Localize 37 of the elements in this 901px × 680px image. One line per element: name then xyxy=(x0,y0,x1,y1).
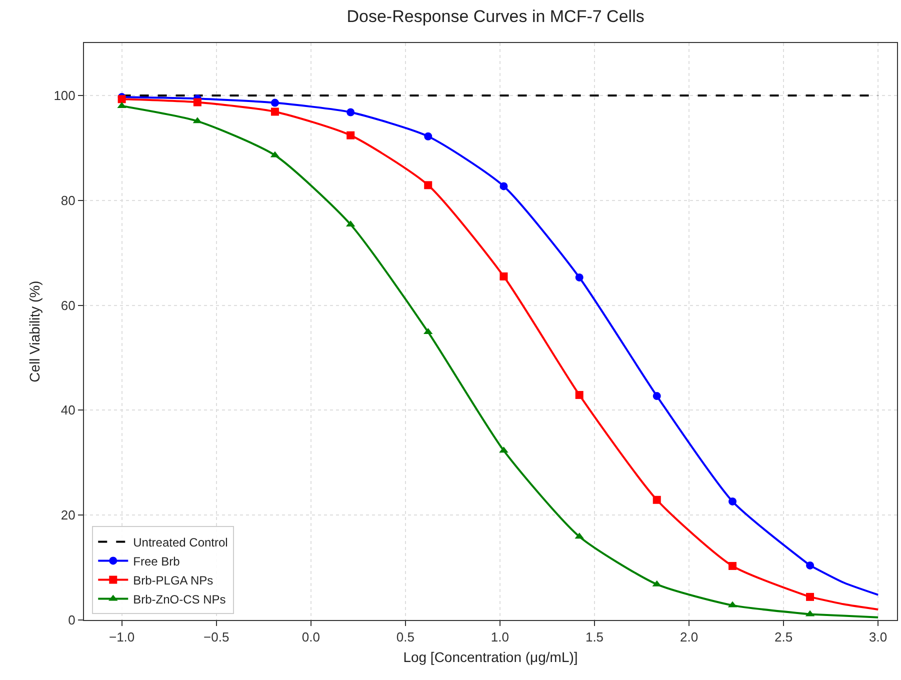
y-tick-label: 0 xyxy=(68,612,76,628)
point xyxy=(346,108,355,116)
x-tick-label: 0.0 xyxy=(302,630,320,645)
point xyxy=(728,562,737,570)
y-tick-label: 20 xyxy=(60,508,76,523)
legend-label: Untreated Control xyxy=(133,535,228,550)
x-tick-label: 2.5 xyxy=(774,630,793,645)
point xyxy=(270,98,279,107)
point xyxy=(346,131,355,140)
y-tick-label: 100 xyxy=(54,88,76,103)
point xyxy=(575,273,584,282)
point xyxy=(270,108,279,116)
y-axis-title: Cell Viability (%) xyxy=(26,280,42,382)
legend-label: Brb-ZnO-CS NPs xyxy=(133,592,226,606)
x-axis-title: Log [Concentration (μg/mL)] xyxy=(403,648,578,665)
point xyxy=(652,392,661,400)
point xyxy=(424,181,432,190)
legend-label: Brb-PLGA NPs xyxy=(133,573,214,588)
legend-label: Free Brb xyxy=(133,554,180,568)
point xyxy=(728,497,737,506)
x-tick-label: 2.0 xyxy=(680,630,698,645)
x-tick-label: 3.0 xyxy=(869,630,888,645)
x-tick-label: 1.0 xyxy=(490,630,509,645)
point xyxy=(193,98,202,106)
y-tick-label: 40 xyxy=(60,402,76,418)
y-tick-label: 80 xyxy=(60,192,76,208)
point xyxy=(500,182,508,190)
x-tick-label: −1.0 xyxy=(108,630,135,645)
chart-title: Dose-Response Curves in MCF-7 Cells xyxy=(346,7,644,26)
point xyxy=(500,272,508,280)
x-tick-label: −0.5 xyxy=(204,630,230,645)
point xyxy=(652,496,661,504)
y-tick-label: 60 xyxy=(60,298,76,313)
x-tick-label: 1.5 xyxy=(585,630,604,645)
x-tick-label: 0.5 xyxy=(396,630,414,645)
point xyxy=(424,132,432,140)
point xyxy=(575,390,584,399)
